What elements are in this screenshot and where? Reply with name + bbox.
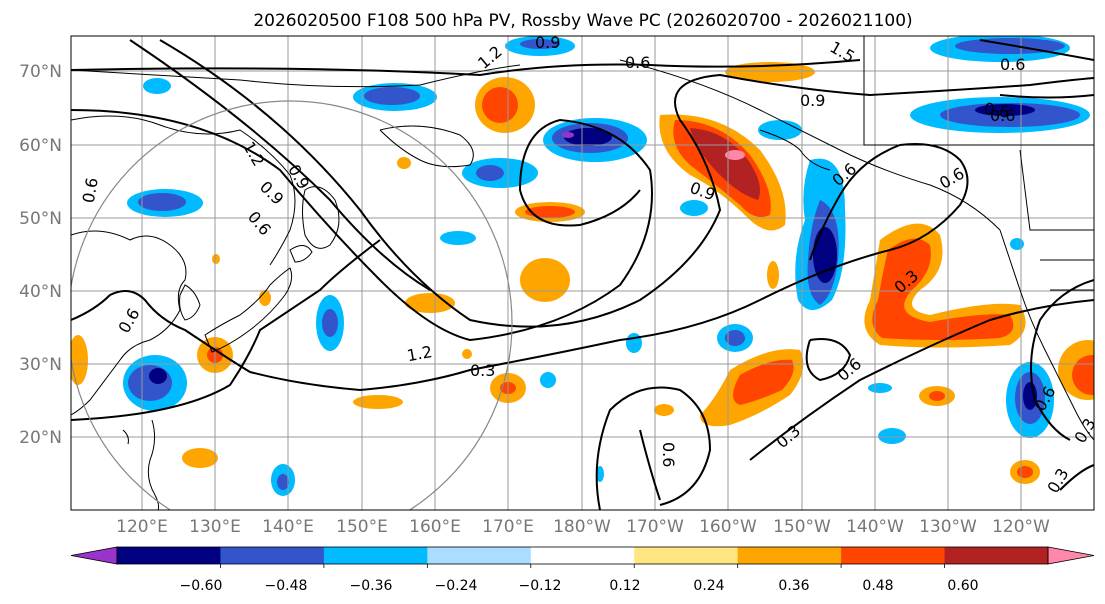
- colorbar-tick-label: 0.48: [862, 578, 893, 594]
- longitude-labels: 120°E 130°E 140°E 150°E 160°E 170°E 180°…: [116, 517, 1050, 537]
- contour-label: 1.2: [405, 342, 433, 365]
- colorbar-tick-label: −0.48: [265, 578, 308, 594]
- pv-contours: [71, 39, 1094, 510]
- colorbar-segment: [323, 547, 428, 564]
- lon-label: 130°E: [189, 517, 241, 537]
- colorbar-segment: [117, 547, 221, 564]
- lat-label: 50°N: [19, 209, 62, 229]
- colorbar: [70, 546, 1095, 568]
- lat-label: 20°N: [19, 428, 62, 448]
- contour-label: 0.6: [990, 106, 1015, 125]
- lon-label: 120°W: [992, 517, 1050, 537]
- colorbar-tick-label: 0.36: [778, 578, 809, 594]
- lon-label: 150°W: [773, 517, 831, 537]
- colorbar-ticks: −0.60 −0.48 −0.36 −0.24 −0.12 0.12 0.24 …: [180, 578, 979, 594]
- figure-title: 2026020500 F108 500 hPa PV, Rossby Wave …: [253, 11, 912, 31]
- colorbar-tick-label: 0.24: [693, 578, 724, 594]
- map-content: 0.6 0.9 1.5 1.2 0.9 0.6 0.6 0.9 0.6 0.9 …: [71, 33, 1094, 510]
- colorbar-frame: [116, 546, 1049, 565]
- lon-label: 180°W: [553, 517, 611, 537]
- lat-label: 30°N: [19, 355, 62, 375]
- lon-label: 150°E: [336, 517, 388, 537]
- colorbar-segment: [220, 547, 325, 564]
- lat-lon-grid: [71, 36, 1094, 510]
- contour-label: 0.6: [1000, 55, 1025, 74]
- lon-label: 120°E: [116, 517, 168, 537]
- colorbar-tick-label: −0.12: [519, 578, 562, 594]
- contour-label: 0.9: [535, 33, 560, 52]
- colorbar-segment: [634, 547, 739, 564]
- colorbar-tick-label: −0.60: [180, 578, 223, 594]
- lon-label: 140°E: [262, 517, 314, 537]
- colorbar-segment: [944, 547, 1049, 564]
- colorbar-segment: [737, 547, 842, 564]
- contour-label: 0.6: [983, 99, 1011, 122]
- contour-label: 0.9: [800, 91, 825, 110]
- lat-label: 70°N: [19, 62, 62, 82]
- colorbar-tick-label: 0.60: [947, 578, 978, 594]
- contour-label: 0.6: [79, 176, 102, 204]
- lon-label: 160°W: [699, 517, 757, 537]
- lon-label: 130°W: [919, 517, 977, 537]
- lat-label: 40°N: [19, 282, 62, 302]
- negative-anomalies: [123, 36, 1090, 496]
- lon-label: 140°W: [846, 517, 904, 537]
- contour-label: 0.6: [625, 53, 650, 72]
- colorbar-segment: [427, 547, 532, 564]
- pv-shading: [71, 36, 1094, 496]
- colorbar-extend-min: [70, 546, 118, 565]
- lon-label: 160°E: [409, 517, 461, 537]
- coastlines: [71, 36, 1094, 510]
- contour-label: 0.6: [659, 442, 678, 467]
- lon-label: 170°E: [482, 517, 534, 537]
- region-circle: [71, 100, 513, 510]
- contour-label: 0.3: [470, 361, 495, 380]
- map-frame: [70, 35, 1095, 511]
- colorbar-tick-label: 0.12: [609, 578, 640, 594]
- colorbar-segment: [530, 547, 635, 564]
- colorbar-segment: [841, 547, 946, 564]
- colorbar-tick-label: −0.36: [350, 578, 393, 594]
- lat-label: 60°N: [19, 136, 62, 156]
- colorbar-tick-label: −0.24: [435, 578, 478, 594]
- lon-label: 170°W: [626, 517, 684, 537]
- latitude-labels: 70°N 60°N 50°N 40°N 30°N 20°N: [19, 62, 62, 448]
- colorbar-extend-max: [1047, 546, 1095, 565]
